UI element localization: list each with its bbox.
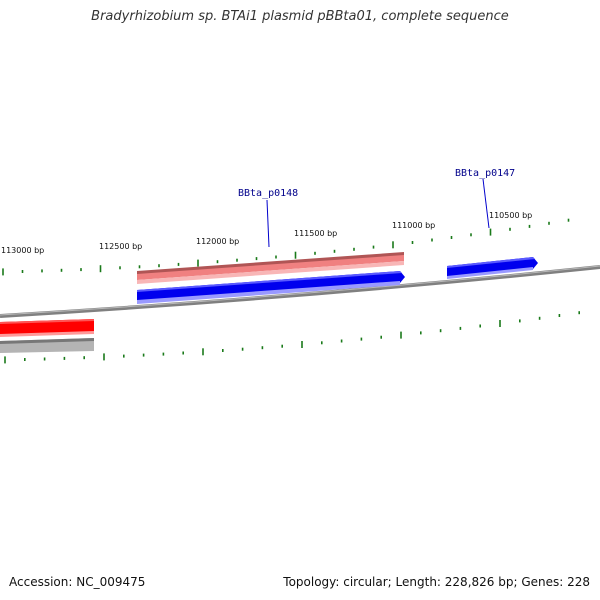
leader-line-bbta-p0148	[266, 199, 270, 248]
gene-reverse-strand-1[interactable]	[137, 252, 404, 284]
gene-bbta-p0148[interactable]	[137, 271, 405, 304]
gene-label-bbta-p0148: BBta_p0148	[238, 188, 298, 199]
inner-tick-ring	[4, 311, 581, 364]
map-title: Bradyrhizobium sp. BTAi1 plasmid pBBta01…	[91, 9, 509, 24]
scale-label-111500: 111500 bp	[294, 229, 337, 238]
accession-text: Accession: NC_009475	[9, 575, 146, 589]
scale-label-112000: 112000 bp	[196, 237, 239, 246]
scale-label-112500: 112500 bp	[99, 242, 142, 251]
gene-bbta-p0147[interactable]	[447, 257, 538, 279]
leader-line-bbta-p0147	[482, 178, 490, 229]
feature-gray-segment	[0, 338, 94, 353]
scale-label-113000: 113000 bp	[1, 246, 44, 255]
gene-label-bbta-p0147: BBta_p0147	[455, 168, 515, 179]
scale-label-110500: 110500 bp	[489, 211, 532, 220]
topology-summary-text: Topology: circular; Length: 228,826 bp; …	[283, 575, 590, 589]
gene-reverse-strand-2[interactable]	[0, 319, 94, 337]
outer-tick-ring	[2, 218, 570, 276]
scale-label-111000: 111000 bp	[392, 221, 435, 230]
sequence-backbone	[0, 265, 600, 318]
